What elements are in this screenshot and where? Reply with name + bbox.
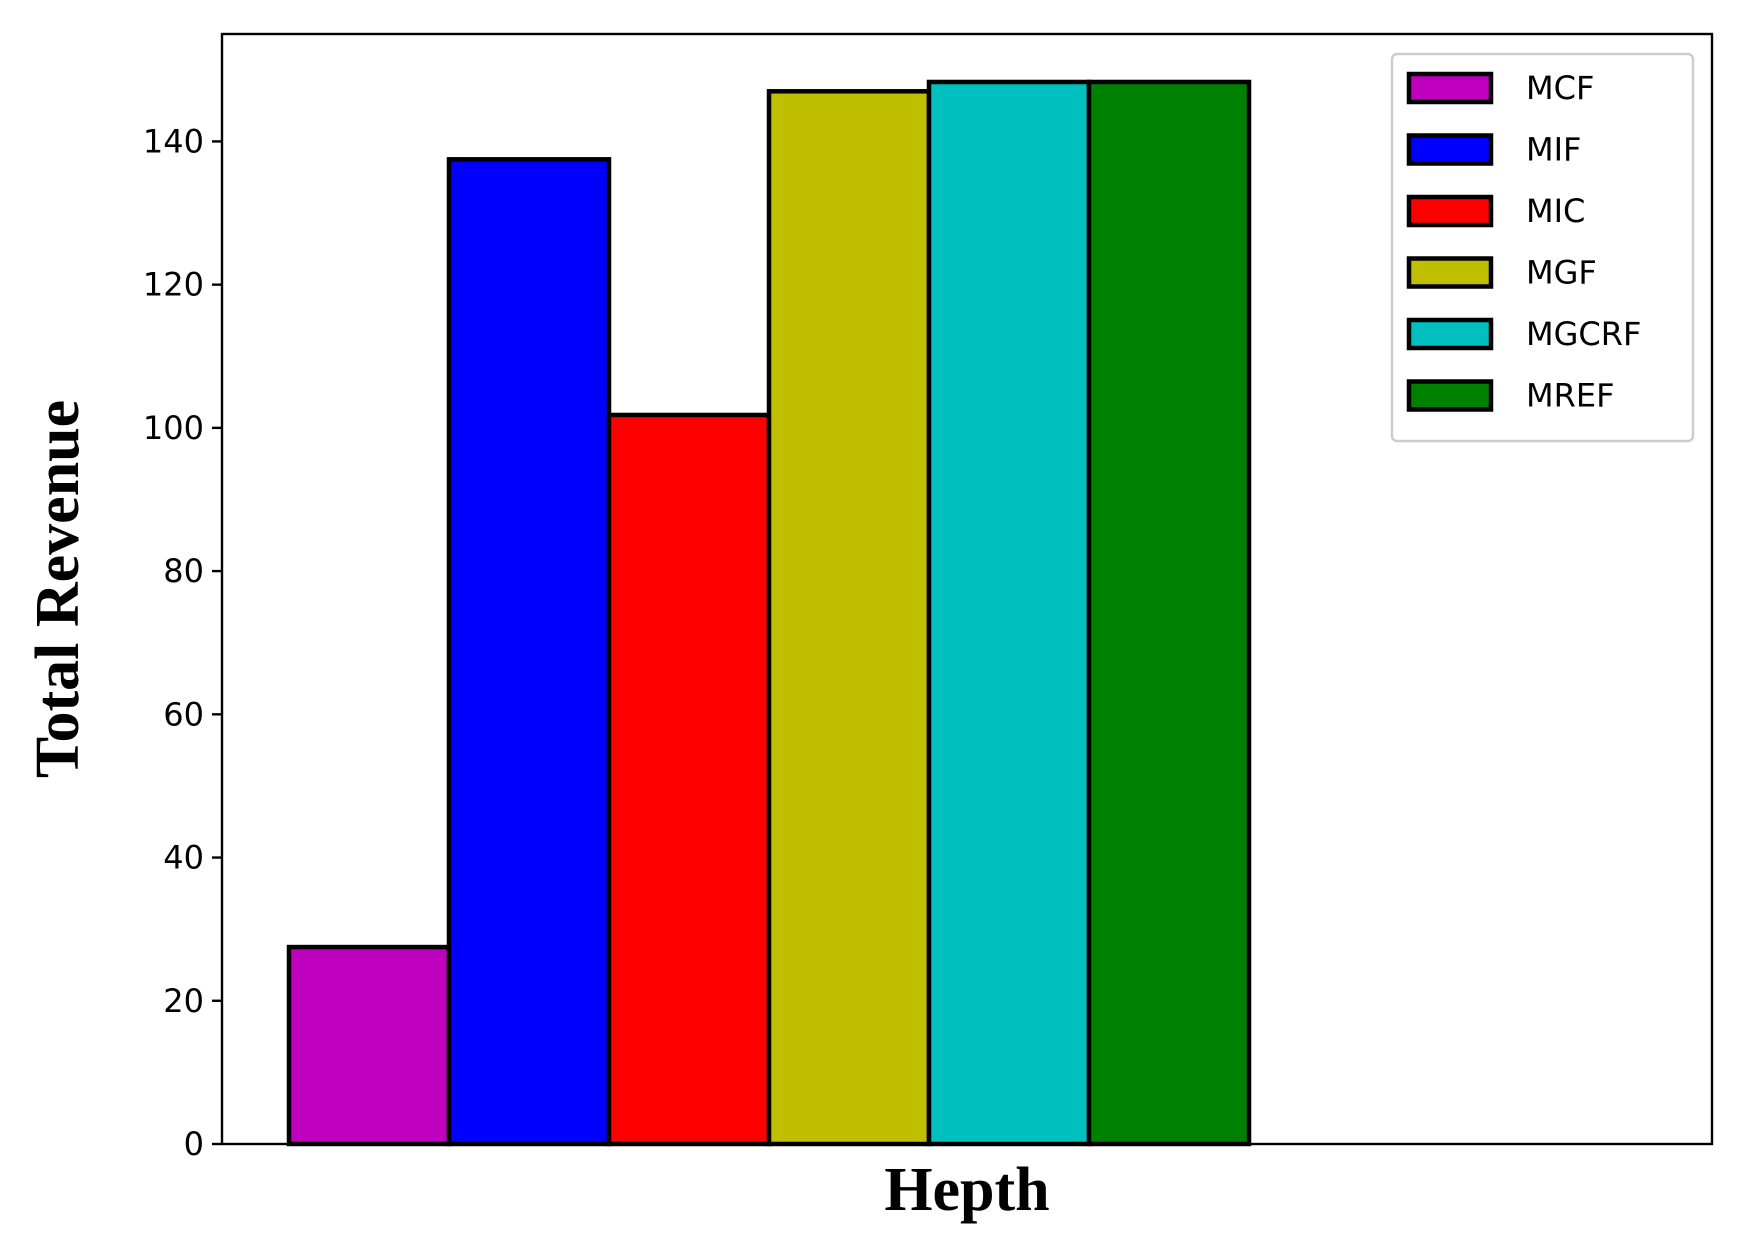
x-axis-label: Hepth bbox=[884, 1156, 1049, 1224]
y-tick-label: 20 bbox=[163, 982, 204, 1020]
y-tick-label: 120 bbox=[143, 266, 204, 304]
y-tick-label: 40 bbox=[163, 839, 204, 877]
bar-mic bbox=[606, 412, 772, 1147]
legend-label-mcf: MCF bbox=[1526, 69, 1594, 107]
bar-mgf bbox=[766, 89, 932, 1147]
legend-label-mref: MREF bbox=[1526, 377, 1614, 415]
plot-frame bbox=[220, 32, 1714, 1146]
legend: MCF MIF MIC MGF MGCRF MREF bbox=[1390, 52, 1695, 443]
legend-label-mic: MIC bbox=[1526, 192, 1585, 230]
bar-mref bbox=[1086, 79, 1252, 1147]
y-axis-ticks: 0 20 40 60 80 100 120 140 bbox=[143, 122, 222, 1163]
legend-label-mif: MIF bbox=[1526, 131, 1581, 169]
bar-mgcrf bbox=[926, 79, 1092, 1147]
legend-swatch-mif bbox=[1406, 133, 1494, 166]
y-tick-label: 60 bbox=[163, 695, 204, 733]
bar-mcf bbox=[286, 944, 452, 1147]
legend-label-mgf: MGF bbox=[1526, 254, 1597, 292]
y-tick-label: 140 bbox=[143, 122, 204, 160]
y-axis-label: Total Revenue bbox=[24, 400, 92, 778]
legend-swatch-mcf bbox=[1406, 71, 1494, 105]
y-tick-label: 100 bbox=[143, 409, 204, 447]
bars-group bbox=[286, 79, 1252, 1147]
y-tick-label: 80 bbox=[163, 552, 204, 590]
legend-swatch-mref bbox=[1406, 379, 1494, 412]
legend-swatch-mgf bbox=[1406, 256, 1494, 289]
y-tick-label: 0 bbox=[184, 1125, 204, 1163]
bar-mif bbox=[446, 157, 612, 1147]
legend-swatch-mic bbox=[1406, 194, 1494, 228]
legend-label-mgcrf: MGCRF bbox=[1526, 315, 1641, 353]
legend-swatch-mgcrf bbox=[1406, 317, 1494, 351]
